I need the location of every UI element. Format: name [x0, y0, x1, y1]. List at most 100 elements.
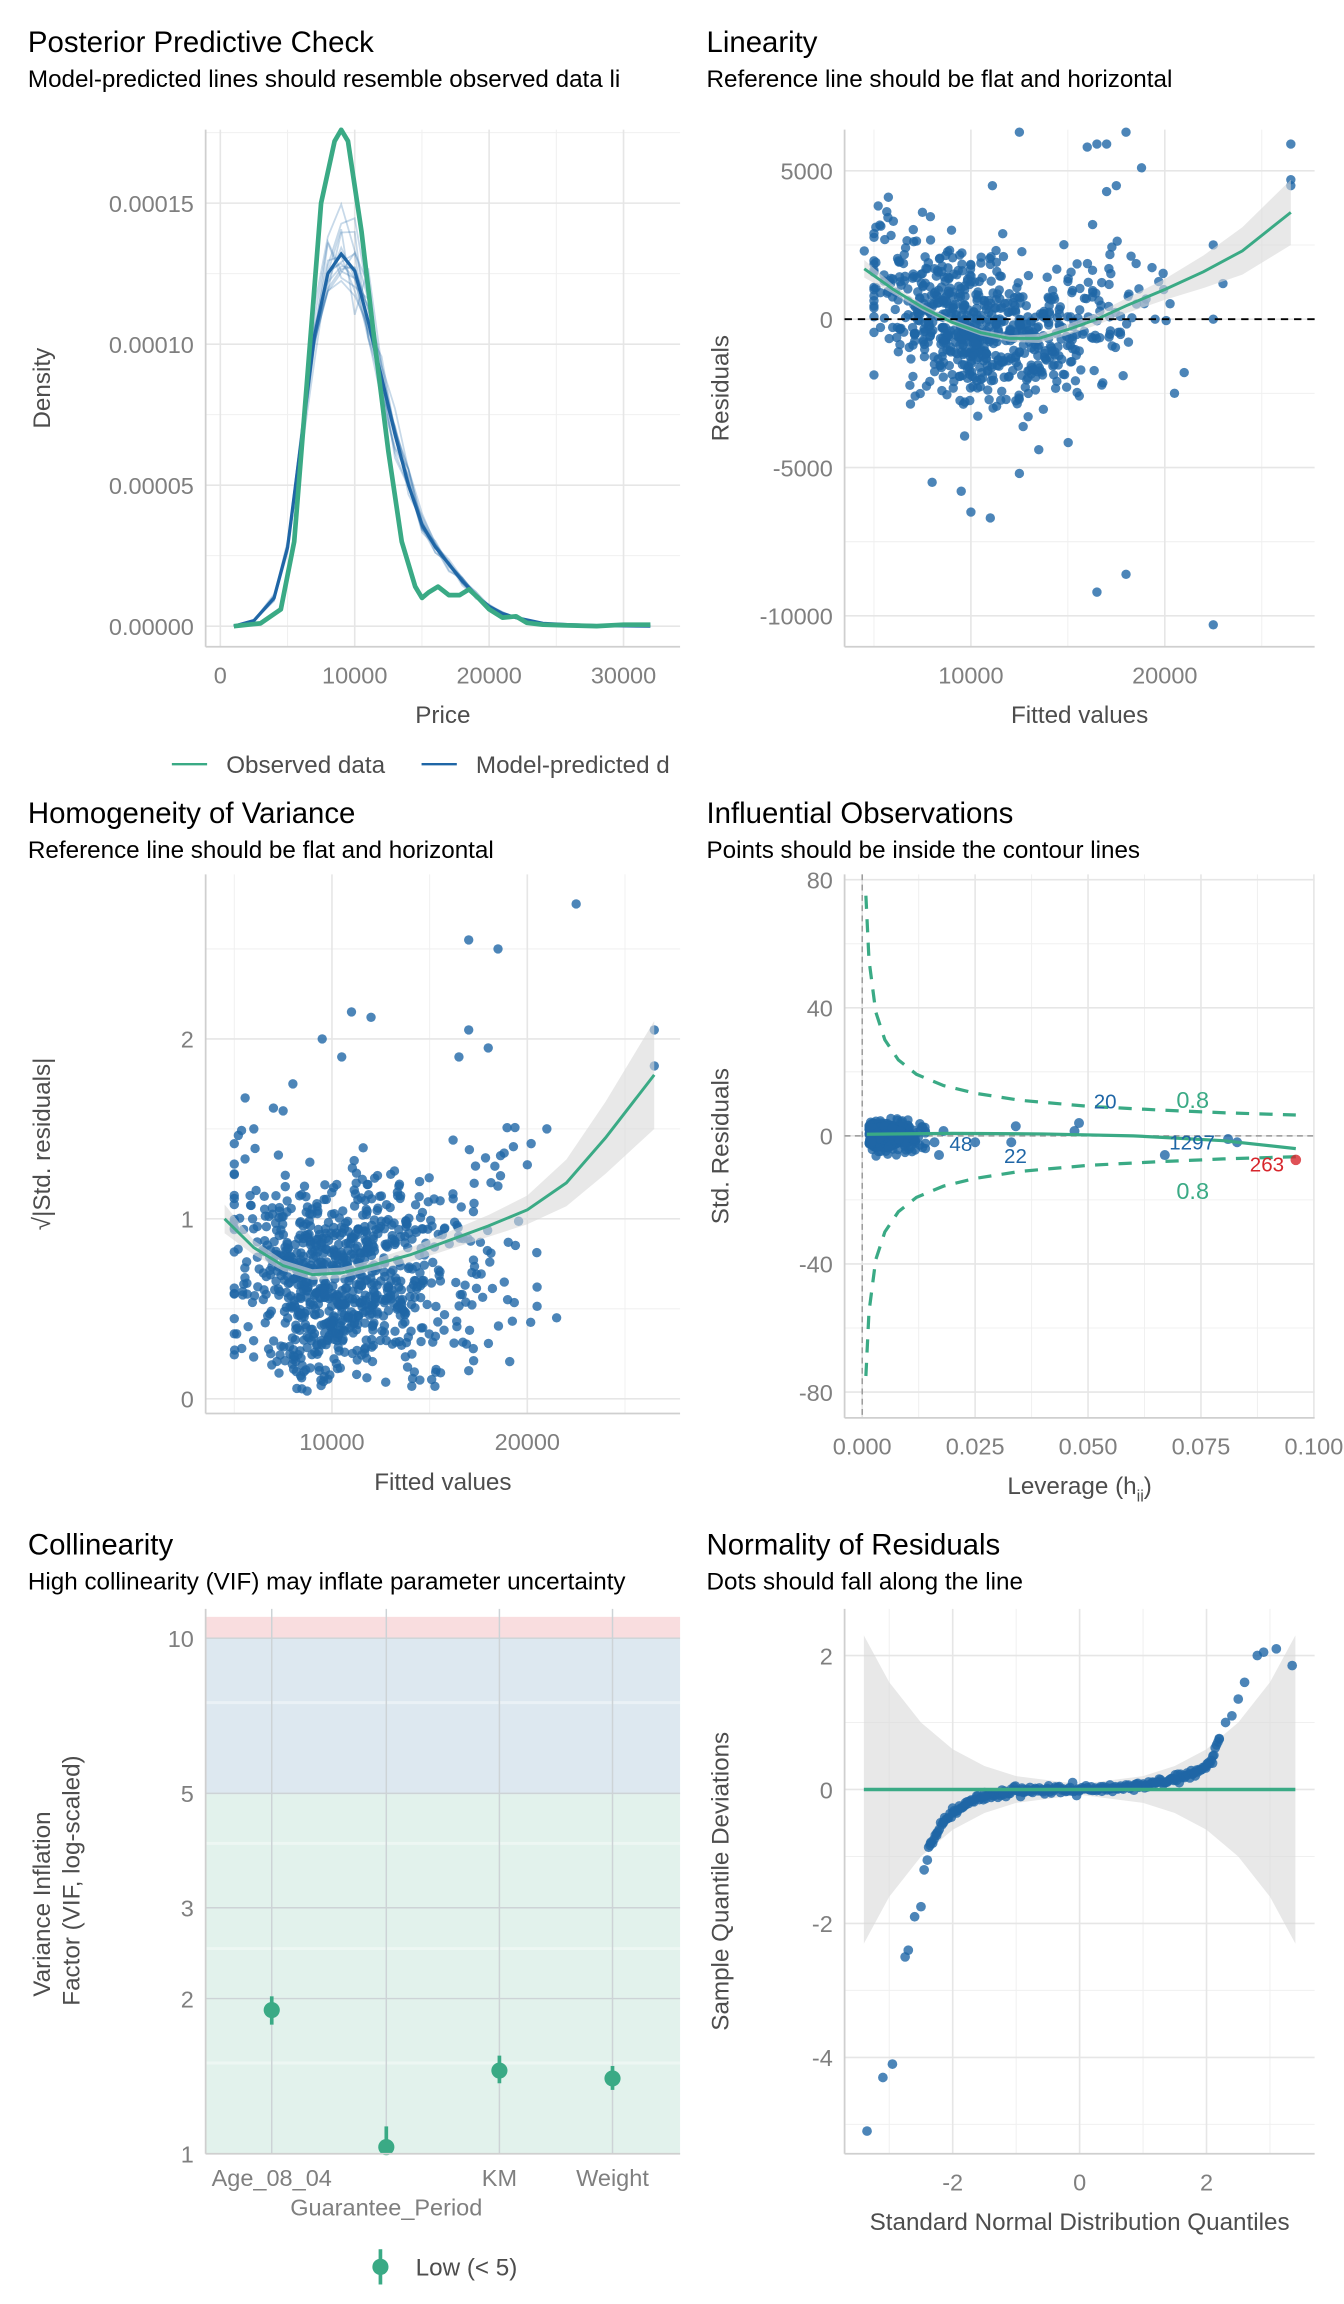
- high-leverage-point: [1010, 1121, 1021, 1132]
- data-point: [1022, 375, 1032, 385]
- tail-point: [1258, 1647, 1269, 1658]
- data-point: [311, 1288, 321, 1298]
- data-point: [1037, 367, 1047, 377]
- data-point: [938, 372, 948, 382]
- data-point: [1044, 300, 1054, 311]
- data-point: [915, 388, 925, 399]
- data-point: [898, 1118, 908, 1129]
- y-tick-label: -80: [799, 1380, 833, 1406]
- point-label: 22: [1004, 1145, 1027, 1168]
- data-point: [1105, 249, 1115, 260]
- data-point: [1030, 372, 1041, 383]
- data-point: [395, 1310, 406, 1321]
- data-point: [247, 1297, 258, 1308]
- data-point: [430, 1381, 440, 1392]
- panel-subtitle: Points should be inside the contour line…: [707, 837, 1141, 864]
- data-point: [1011, 357, 1021, 368]
- data-point: [296, 1248, 306, 1258]
- data-point: [955, 340, 965, 350]
- tail-point: [887, 2059, 898, 2069]
- data-point: [995, 271, 1005, 281]
- influential-point: [1290, 1154, 1302, 1166]
- data-point: [320, 1365, 331, 1375]
- data-point: [246, 1200, 256, 1211]
- data-point: [312, 1198, 322, 1209]
- data-point: [1095, 333, 1105, 343]
- outlier-point: [1101, 139, 1112, 149]
- data-point: [449, 1338, 459, 1348]
- tail-point: [1227, 1710, 1237, 1721]
- y-tick-label: 2: [181, 1027, 194, 1053]
- panel-title: Posterior Predictive Check: [28, 26, 374, 59]
- data-point: [400, 1352, 411, 1362]
- outlier-point: [946, 225, 957, 235]
- tail-point: [919, 1865, 929, 1875]
- data-point: [280, 1170, 291, 1180]
- panel-title: Homogeneity of Variance: [28, 797, 355, 830]
- predicted-density-draw: [233, 238, 651, 628]
- data-point: [373, 1203, 383, 1213]
- data-point: [280, 1181, 290, 1192]
- influential-panel: Influential Observations Points should b…: [707, 797, 1344, 1506]
- data-point: [1059, 240, 1069, 250]
- data-point: [308, 1277, 318, 1287]
- data-point: [297, 1360, 307, 1371]
- data-point: [324, 1294, 334, 1304]
- data-point: [271, 1276, 281, 1286]
- data-point: [435, 1276, 446, 1286]
- data-point: [944, 360, 954, 371]
- data-point: [908, 224, 918, 235]
- data-point: [361, 1204, 372, 1215]
- x-axis-title-main: Leverage (h: [1007, 1473, 1136, 1500]
- data-point: [952, 270, 962, 280]
- data-point: [916, 278, 927, 288]
- data-point: [319, 1194, 329, 1205]
- point-label: 263: [1250, 1154, 1284, 1177]
- data-point: [320, 1328, 330, 1338]
- data-point: [426, 1278, 437, 1288]
- vif-point: [378, 2139, 395, 2156]
- data-point: [1063, 437, 1073, 448]
- tail-point: [947, 1808, 958, 1818]
- data-point: [394, 1336, 405, 1347]
- data-point: [875, 322, 886, 333]
- data-point: [996, 352, 1006, 362]
- data-point: [390, 1326, 400, 1336]
- outlier-point: [917, 207, 928, 218]
- data-point: [340, 1326, 350, 1336]
- y-axis-title: Sample Quantile Deviations: [708, 1732, 735, 2031]
- data-point: [296, 1312, 307, 1323]
- contour-label: 0.8: [1176, 1087, 1209, 1113]
- data-point: [1065, 340, 1075, 350]
- data-point: [1040, 346, 1051, 356]
- vif-zone: [205, 1616, 681, 1639]
- outlier-point: [288, 1079, 298, 1089]
- data-point: [339, 1310, 349, 1320]
- data-point: [402, 1362, 413, 1372]
- data-point: [274, 1368, 284, 1378]
- data-point: [966, 271, 976, 281]
- data-point: [451, 1277, 461, 1288]
- data-point: [291, 1320, 301, 1330]
- data-point: [970, 318, 980, 328]
- data-point: [448, 1189, 458, 1199]
- data-point: [358, 1307, 369, 1318]
- data-point: [361, 1295, 371, 1305]
- data-point: [258, 1268, 269, 1278]
- data-point: [493, 1321, 504, 1331]
- panel-title: Linearity: [707, 26, 818, 59]
- x-tick-label: 10000: [322, 662, 387, 688]
- tail-point: [903, 1945, 914, 1956]
- data-point: [401, 1216, 411, 1226]
- data-point: [293, 1279, 303, 1290]
- data-point: [356, 1193, 366, 1203]
- data-point: [1009, 345, 1019, 356]
- data-point: [464, 1325, 475, 1336]
- tail-point: [938, 1818, 949, 1828]
- data-point: [1042, 272, 1052, 282]
- data-point: [1079, 293, 1090, 304]
- data-point: [905, 399, 916, 409]
- data-point: [424, 1173, 434, 1183]
- data-point: [333, 1239, 344, 1250]
